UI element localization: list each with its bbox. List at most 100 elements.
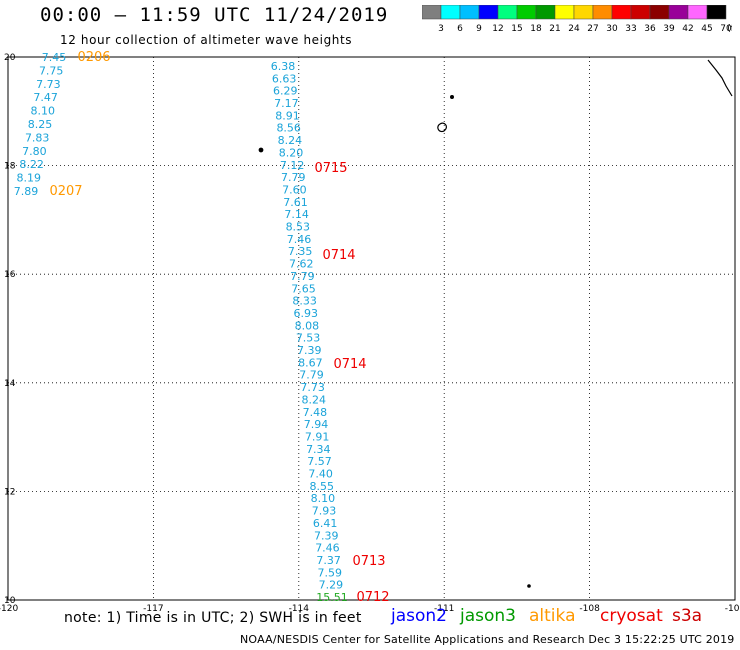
wave-height-value: 8.55 <box>309 480 334 493</box>
wave-height-value: 8.10 <box>31 105 56 118</box>
wave-height-value: 6.41 <box>313 517 338 530</box>
pass-time-label: 0206 <box>77 50 110 65</box>
color-bin-label: 24 <box>568 24 580 34</box>
color-bin-label: 70 <box>720 24 732 34</box>
page-subtitle: 12 hour collection of altimeter wave hei… <box>60 33 353 47</box>
wave-height-value: 7.61 <box>283 196 308 209</box>
wave-height-value: 7.17 <box>274 97 299 110</box>
lat-tick-label: 18 <box>4 162 16 172</box>
island-dot-2 <box>258 147 264 153</box>
wave-height-value: 7.40 <box>308 468 333 481</box>
wave-height-value: 8.24 <box>302 393 327 406</box>
color-bin-label: 45 <box>701 24 712 34</box>
pass-time-label: 0712 <box>356 590 389 605</box>
wave-height-value: 7.80 <box>22 145 47 158</box>
wave-height-value: 7.79 <box>299 369 324 382</box>
legend-jason2: jason2 <box>391 606 447 626</box>
pass-time-label: 0715 <box>314 161 347 176</box>
color-bin-label: 30 <box>606 24 618 34</box>
island-socorro <box>437 122 447 133</box>
wave-height-value: 7.48 <box>303 406 328 419</box>
wave-height-value: 7.83 <box>25 131 50 144</box>
wave-height-value: 7.79 <box>290 270 315 283</box>
lon-tick-label: -108 <box>579 604 600 614</box>
color-bin-label: 3 <box>438 24 444 34</box>
lat-tick-label: 12 <box>4 487 15 497</box>
color-bin-label: 6 <box>457 24 463 34</box>
wave-height-value: 7.65 <box>291 282 316 295</box>
color-unit-label: (ft) <box>727 24 732 34</box>
wave-height-value: 7.59 <box>317 566 342 579</box>
pass-time-label: 0207 <box>49 184 82 199</box>
lat-tick-label: 16 <box>4 270 16 280</box>
wave-height-value: 7.62 <box>289 258 314 271</box>
lon-tick-label: -120 <box>0 604 18 614</box>
lon-tick-label: -111 <box>434 604 454 614</box>
island-dot-3 <box>527 584 531 588</box>
wave-height-value: 15.51 <box>316 591 348 604</box>
wave-height-value: 7.91 <box>305 430 330 443</box>
lat-tick-label: 20 <box>4 53 16 63</box>
note-text: note: 1) Time is in UTC; 2) SWH is in fe… <box>64 610 362 626</box>
island-dot-1 <box>450 94 455 99</box>
wave-height-value: 7.94 <box>304 418 329 431</box>
legend-altika: altika <box>529 606 576 626</box>
wave-height-value: 7.29 <box>319 579 344 592</box>
wave-height-value: 7.89 <box>14 185 39 198</box>
wave-height-value: 8.91 <box>275 109 300 122</box>
wave-height-value: 7.73 <box>36 78 61 91</box>
wave-height-value: 7.37 <box>316 554 341 567</box>
wave-height-value: 6.63 <box>272 72 297 85</box>
pass-time-label: 0714 <box>322 248 355 263</box>
wave-height-value: 7.93 <box>312 505 337 518</box>
lon-tick-label: -114 <box>289 604 310 614</box>
wave-height-value: 8.33 <box>292 295 317 308</box>
wave-height-value: 7.60 <box>282 183 307 196</box>
pass-time-label: 0713 <box>352 554 385 569</box>
wave-height-value: 7.35 <box>288 245 313 258</box>
color-bin-label: 42 <box>682 24 693 34</box>
color-bin-label: 15 <box>511 24 522 34</box>
wave-height-value: 8.19 <box>17 172 42 185</box>
wave-height-value: 8.56 <box>276 122 301 135</box>
coastline-baja <box>707 59 733 97</box>
wave-height-value: 8.10 <box>311 492 336 505</box>
color-bin-label: 21 <box>549 24 560 34</box>
color-bin-70 <box>706 5 727 20</box>
wave-height-value: 7.75 <box>39 64 64 77</box>
wave-height-value: 7.39 <box>297 344 322 357</box>
wave-height-value: 8.25 <box>28 118 53 131</box>
wave-height-value: 7.53 <box>296 332 321 345</box>
lat-tick-label: 14 <box>4 379 16 389</box>
wave-height-value: 7.46 <box>287 233 312 246</box>
wave-height-value: 7.45 <box>42 51 67 64</box>
color-bin-label: 27 <box>587 24 598 34</box>
color-bin-label: 9 <box>476 24 482 34</box>
page-title: 00:00 – 11:59 UTC 11/24/2019 <box>40 4 389 26</box>
lon-tick-label: -105 <box>725 604 740 614</box>
wave-height-value: 7.12 <box>280 159 305 172</box>
wave-height-value: 7.14 <box>284 208 309 221</box>
wave-height-value: 6.29 <box>273 85 298 98</box>
wave-height-value: 7.79 <box>281 171 306 184</box>
lat-tick-label: 10 <box>4 596 16 606</box>
footer-credit: NOAA/NESDIS Center for Satellite Applica… <box>240 633 735 646</box>
legend-s3a: s3a <box>672 606 703 626</box>
wave-height-value: 8.67 <box>298 356 323 369</box>
wave-height-value: 7.34 <box>306 443 331 456</box>
wave-height-value: 6.38 <box>271 60 296 73</box>
wave-height-value: 7.39 <box>314 529 339 542</box>
color-bin-label: 18 <box>530 24 542 34</box>
wave-height-value: 7.73 <box>300 381 325 394</box>
map-frame <box>7 56 736 601</box>
lon-tick-label: -117 <box>143 604 163 614</box>
wave-height-value: 7.47 <box>33 91 58 104</box>
wave-height-value: 6.93 <box>294 307 319 320</box>
legend-cryosat: cryosat <box>600 606 663 626</box>
wave-height-value: 8.53 <box>286 221 311 234</box>
wave-height-value: 7.57 <box>307 455 332 468</box>
color-bin-label: 36 <box>644 24 656 34</box>
pass-time-label: 0714 <box>333 357 366 372</box>
color-bin-label: 39 <box>663 24 675 34</box>
